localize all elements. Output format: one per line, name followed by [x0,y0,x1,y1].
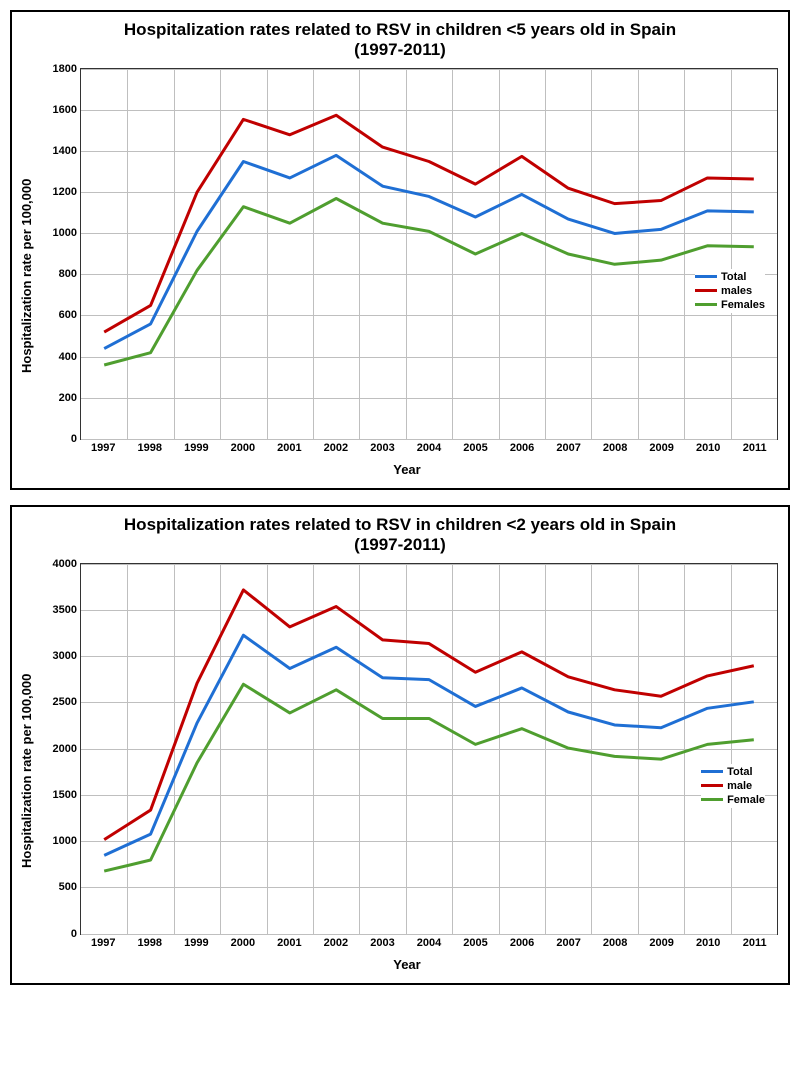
plot-with-margin: 020040060080010001200140016001800Totalma… [80,68,778,462]
y-tick: 0 [39,928,77,940]
legend-item: Total [701,766,765,778]
x-tick: 1998 [138,937,162,949]
x-tick: 2000 [231,937,255,949]
y-tick: 4000 [39,558,77,570]
y-tick: 1600 [39,104,77,116]
x-tick: 2006 [510,937,534,949]
legend-label: Total [727,766,752,778]
plot-wrap: Hospitalization rate per 100,00002004006… [12,63,788,488]
chart-title-line1: Hospitalization rates related to RSV in … [32,20,768,40]
y-axis-label: Hospitalization rate per 100,000 [17,563,36,978]
legend-swatch [701,784,723,787]
series-lines [81,564,777,934]
x-tick: 1999 [184,937,208,949]
legend-item: Total [695,271,765,283]
x-tick: 2007 [556,442,580,454]
legend-swatch [701,798,723,801]
x-tick: 2006 [510,442,534,454]
x-tick: 2011 [743,442,767,454]
chart-under2: Hospitalization rates related to RSV in … [10,505,790,985]
y-ticks: 020040060080010001200140016001800 [39,69,77,439]
x-tick: 2001 [277,442,301,454]
plot-area: 05001000150020002500300035004000Totalmal… [80,563,778,935]
x-tick: 2007 [556,937,580,949]
y-tick: 2500 [39,696,77,708]
legend-label: males [721,285,752,297]
x-tick: 2004 [417,937,441,949]
legend-label: male [727,780,752,792]
x-ticks: 1997 1998 1999 2000 2001 2002 2003 2004 2005 2006… [80,440,778,462]
y-tick: 0 [39,433,77,445]
x-tick: 2009 [649,442,673,454]
series-line [104,635,754,855]
y-tick: 1000 [39,227,77,239]
series-lines [81,69,777,439]
chart-under5: Hospitalization rates related to RSV in … [10,10,790,490]
legend: Total males Females [695,269,765,313]
plot-column: 020040060080010001200140016001800Totalma… [36,68,778,483]
legend-item: males [695,285,765,297]
x-tick: 2002 [324,442,348,454]
x-tick: 2001 [277,937,301,949]
y-tick: 1800 [39,63,77,75]
x-tick: 2005 [463,442,487,454]
legend-item: Females [695,299,765,311]
legend-swatch [701,770,723,773]
chart-title-line1: Hospitalization rates related to RSV in … [32,515,768,535]
x-tick: 1999 [184,442,208,454]
legend-label: Total [721,271,746,283]
legend-label: Female [727,794,765,806]
y-tick: 400 [39,351,77,363]
plot-wrap: Hospitalization rate per 100,00005001000… [12,558,788,983]
x-tick: 2005 [463,937,487,949]
legend-item: male [701,780,765,792]
y-axis-label: Hospitalization rate per 100,000 [17,68,36,483]
x-tick: 2010 [696,937,720,949]
x-tick: 2008 [603,442,627,454]
y-tick: 1200 [39,186,77,198]
y-tick: 200 [39,392,77,404]
plot-column: 05001000150020002500300035004000Totalmal… [36,563,778,978]
x-tick: 2003 [370,442,394,454]
x-ticks: 1997 1998 1999 2000 2001 2002 2003 2004 2005 2006… [80,935,778,957]
legend-label: Females [721,299,765,311]
x-tick: 2011 [743,937,767,949]
legend: Total male Female [701,764,765,808]
y-tick: 800 [39,268,77,280]
x-tick: 1997 [91,442,115,454]
legend-swatch [695,289,717,292]
x-tick: 1997 [91,937,115,949]
x-tick: 1998 [138,442,162,454]
legend-swatch [695,275,717,278]
x-tick: 2002 [324,937,348,949]
x-tick: 2009 [649,937,673,949]
chart-title-line2: (1997-2011) [32,535,768,555]
x-tick: 2000 [231,442,255,454]
chart-title: Hospitalization rates related to RSV in … [12,12,788,63]
chart-title: Hospitalization rates related to RSV in … [12,507,788,558]
x-axis-label: Year [36,462,778,483]
y-tick: 3500 [39,604,77,616]
y-tick: 1500 [39,789,77,801]
chart-title-line2: (1997-2011) [32,40,768,60]
y-tick: 2000 [39,743,77,755]
x-tick: 2003 [370,937,394,949]
legend-swatch [695,303,717,306]
y-tick: 600 [39,309,77,321]
y-tick: 500 [39,881,77,893]
plot-with-margin: 05001000150020002500300035004000Totalmal… [80,563,778,957]
x-tick: 2004 [417,442,441,454]
plot-area: 020040060080010001200140016001800Totalma… [80,68,778,440]
y-tick: 1400 [39,145,77,157]
x-tick: 2010 [696,442,720,454]
y-tick: 1000 [39,835,77,847]
legend-item: Female [701,794,765,806]
x-tick: 2008 [603,937,627,949]
y-ticks: 05001000150020002500300035004000 [39,564,77,934]
x-axis-label: Year [36,957,778,978]
y-tick: 3000 [39,650,77,662]
